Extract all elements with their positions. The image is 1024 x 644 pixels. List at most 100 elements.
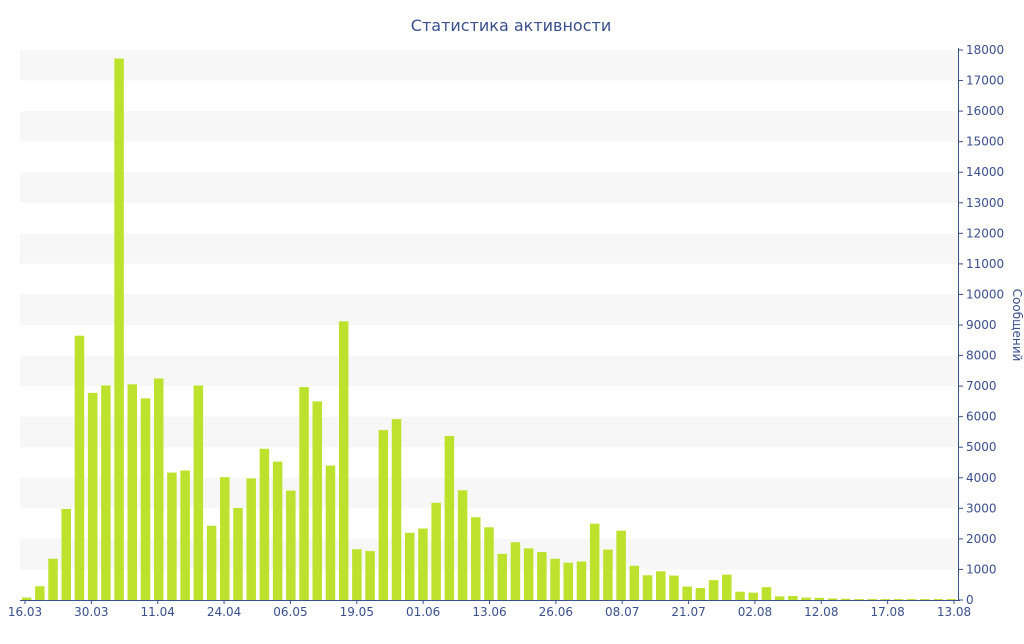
bar [325,465,336,600]
grid-band [20,233,958,264]
y-tick-label: 11000 [966,257,1004,271]
bar [74,335,85,600]
x-tick-label: 11.04 [141,605,175,619]
x-tick-label: 01.06 [406,605,440,619]
bar [840,598,851,600]
bar [259,448,270,600]
chart-title: Статистика активности [411,16,611,35]
x-tick-label: 12.08 [804,605,838,619]
bar [589,523,600,600]
bar [378,430,389,600]
bar [114,58,124,601]
y-tick-label: 9000 [966,318,997,332]
bar [682,586,692,600]
bar [338,321,349,600]
bar [537,552,547,600]
bar [140,398,151,600]
bar [827,598,838,600]
bar [21,597,32,600]
bar [774,596,785,600]
bar [220,477,230,600]
bar [444,435,455,600]
bar [87,392,98,600]
grid-bands [20,50,958,570]
bars-group [21,58,957,601]
bar [907,599,917,600]
bar [893,599,904,600]
y-tick-label: 10000 [966,287,1004,301]
y-tick-label: 1000 [966,562,997,576]
bar [127,384,138,600]
y-tick-label: 12000 [966,226,1004,240]
grid-band [20,416,958,448]
bar [48,558,58,600]
grid-band [20,50,958,81]
bar [854,599,864,600]
bar [655,571,666,600]
bar [272,461,283,600]
y-axis-title: Сообщений [1010,289,1024,362]
bar [695,588,706,600]
bar [352,549,362,600]
bar [101,385,111,600]
y-tick-label: 2000 [966,532,997,546]
x-tick-label: 24.04 [207,605,241,619]
bar [708,580,719,600]
x-tick-label: 13.06 [472,605,506,619]
bar [471,517,481,600]
x-tick-label: 19.05 [340,605,374,619]
bar [510,542,521,600]
bar [523,548,534,600]
bar [180,470,190,600]
bar [629,565,640,600]
grid-band [20,294,958,325]
x-tick-label: 08.07 [605,605,639,619]
bar [61,508,71,600]
bar [193,385,204,600]
bar [576,561,587,600]
bar [431,502,441,600]
y-tick-label: 8000 [966,349,997,363]
grid-band [20,172,958,203]
bar [788,596,798,600]
y-tick-label: 13000 [966,196,1004,210]
x-tick-label: 17.08 [870,605,904,619]
bar [761,587,772,600]
x-tick-label: 16.03 [8,605,42,619]
bar [801,597,811,600]
bar [206,525,217,600]
x-tick-label: 26.06 [539,605,573,619]
grid-band [20,355,958,387]
y-tick-label: 14000 [966,165,1004,179]
bar [642,575,653,600]
y-tick-label: 16000 [966,104,1004,118]
bar [286,490,296,600]
bar [603,549,613,600]
y-tick-label: 4000 [966,471,997,485]
x-tick-label: 30.03 [74,605,108,619]
bar [616,530,626,600]
bar [550,558,560,600]
bar [497,553,507,600]
bar [233,508,243,600]
x-axis-ticks: 16.03 30.03 11.04 24.04 06.05 19.05 01.06 13.06… [8,600,971,619]
bar [484,527,494,600]
x-tick-label: 21.07 [671,605,705,619]
x-tick-label: 13.08 [937,605,971,619]
y-tick-label: 6000 [966,410,997,424]
y-tick-label: 0 [966,593,974,607]
bar [312,401,323,600]
bar [365,551,375,600]
bar [880,599,891,600]
bar [735,591,745,600]
y-tick-label: 5000 [966,440,997,454]
y-tick-label: 18000 [966,43,1004,57]
bar [153,378,164,600]
bar [246,478,256,600]
y-tick-label: 3000 [966,501,997,515]
bar [457,490,468,600]
bar [167,472,177,600]
bar [418,528,428,600]
